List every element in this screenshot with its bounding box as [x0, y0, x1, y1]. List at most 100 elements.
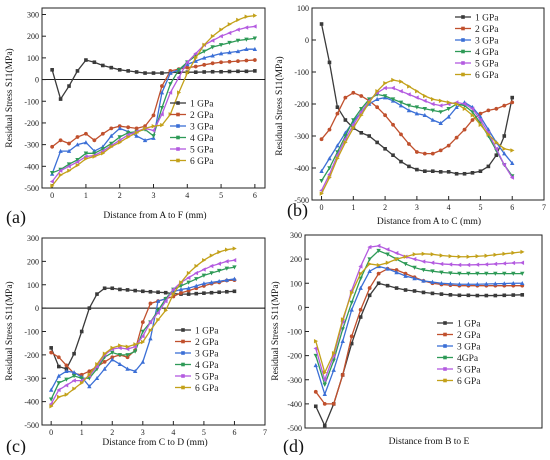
- y-tick-label: -400: [24, 398, 39, 407]
- data-point: [406, 103, 412, 108]
- y-tick-label: -100: [24, 328, 39, 337]
- data-point: [319, 191, 324, 196]
- data-point: [236, 59, 240, 64]
- legend-marker: [176, 112, 180, 117]
- data-point: [313, 362, 318, 368]
- data-point: [403, 273, 408, 278]
- data-point: [176, 75, 181, 80]
- plot-frame: [41, 237, 266, 426]
- legend-marker: [443, 321, 447, 325]
- data-point: [209, 271, 214, 276]
- data-point: [470, 106, 475, 111]
- data-point: [141, 289, 145, 294]
- data-point: [349, 307, 354, 312]
- data-point: [520, 293, 525, 297]
- x-tick-label: 0: [49, 428, 53, 437]
- data-point: [140, 329, 146, 334]
- y-axis-title: Residual Stress S11(MPa): [270, 281, 281, 380]
- legend-label: 2 GPa: [190, 111, 214, 121]
- data-point: [510, 260, 516, 266]
- legend-label: 1 GPa: [457, 320, 481, 330]
- series-line: [315, 251, 523, 375]
- data-point: [253, 69, 257, 73]
- data-point: [430, 279, 435, 284]
- data-point: [110, 286, 115, 291]
- data-point: [343, 134, 348, 139]
- data-point: [358, 271, 363, 276]
- data-point: [454, 101, 459, 107]
- data-point: [132, 349, 138, 354]
- data-point: [58, 148, 63, 153]
- data-point: [421, 290, 426, 295]
- data-point: [224, 277, 230, 282]
- y-tick-label: -400: [287, 400, 302, 409]
- x-tick-label: 3: [415, 203, 419, 212]
- data-point: [236, 69, 240, 74]
- data-point: [64, 368, 69, 374]
- data-point: [48, 397, 54, 402]
- data-point: [313, 404, 318, 409]
- data-point: [376, 248, 381, 253]
- data-point: [367, 244, 372, 250]
- data-point: [358, 285, 363, 290]
- data-point: [403, 288, 408, 292]
- data-point: [331, 353, 336, 358]
- panel-label: (b): [287, 200, 308, 221]
- data-point: [163, 298, 168, 304]
- data-point: [227, 30, 232, 36]
- legend-marker: [461, 49, 465, 54]
- y-tick-label: -200: [294, 100, 309, 109]
- x-tick-label: 3: [152, 191, 156, 200]
- data-point: [134, 126, 139, 131]
- data-point: [219, 69, 223, 74]
- y-tick-label: -500: [294, 196, 309, 205]
- data-point: [140, 320, 145, 325]
- data-point: [125, 130, 131, 135]
- x-tick-label: 0: [50, 191, 54, 200]
- data-point: [186, 292, 191, 296]
- data-point: [50, 183, 55, 189]
- data-point: [343, 118, 348, 122]
- data-point: [421, 278, 426, 283]
- data-point: [142, 137, 148, 143]
- data-point: [58, 172, 63, 178]
- legend-marker: [176, 158, 180, 163]
- data-point: [185, 65, 190, 70]
- data-point: [132, 368, 138, 374]
- data-point: [75, 142, 80, 147]
- data-point: [502, 251, 507, 257]
- y-tick-label: -400: [294, 164, 309, 173]
- data-point: [422, 151, 427, 156]
- data-point: [398, 103, 404, 108]
- data-point: [462, 101, 467, 107]
- data-point: [49, 171, 55, 176]
- data-point: [155, 298, 161, 303]
- data-point: [438, 148, 443, 153]
- x-tick-label: 5: [478, 203, 482, 212]
- data-point: [358, 276, 363, 281]
- data-point: [367, 268, 372, 273]
- data-point: [66, 162, 72, 167]
- data-point: [422, 107, 428, 112]
- legend-label: 4 GPa: [195, 361, 219, 371]
- data-point: [475, 271, 480, 276]
- data-point: [466, 271, 471, 276]
- y-tick-label: 0: [298, 303, 302, 312]
- y-tick-label: -500: [24, 421, 39, 430]
- data-point: [155, 310, 160, 315]
- panel-label: (c): [6, 436, 26, 455]
- data-point: [218, 33, 223, 39]
- data-point: [227, 50, 232, 55]
- data-point: [510, 100, 515, 105]
- data-point: [100, 147, 106, 152]
- data-point: [394, 256, 399, 262]
- data-point: [56, 355, 61, 360]
- data-point: [502, 151, 507, 156]
- data-point: [412, 276, 417, 281]
- legend-marker: [461, 26, 465, 31]
- y-tick-label: 100: [297, 4, 309, 13]
- data-point: [178, 287, 184, 292]
- legend-label: 4 GPa: [475, 48, 499, 58]
